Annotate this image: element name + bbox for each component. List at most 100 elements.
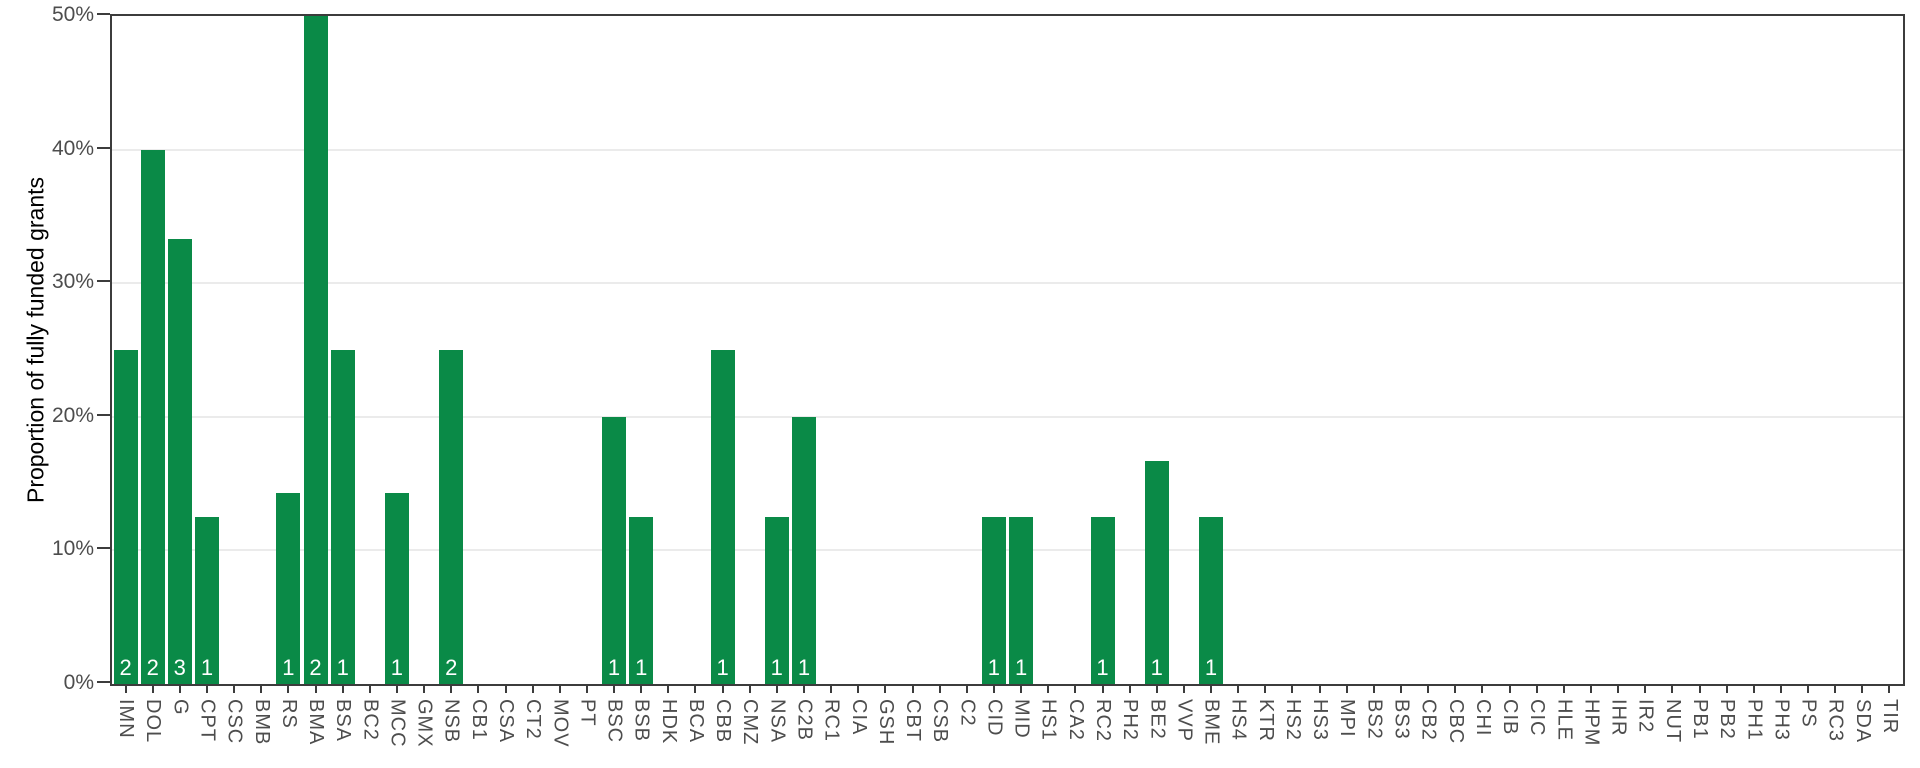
y-tick bbox=[97, 280, 110, 283]
bar-count-label: 3 bbox=[173, 655, 186, 680]
x-tick-label: RC1 bbox=[820, 699, 843, 743]
bar: 1 bbox=[1144, 460, 1169, 684]
x-tick-label: HLE bbox=[1553, 699, 1576, 741]
x-tick bbox=[1427, 684, 1430, 693]
x-tick bbox=[775, 684, 778, 693]
x-tick-label: CB2 bbox=[1417, 699, 1440, 741]
x-tick bbox=[1020, 684, 1023, 693]
x-tick-label: TIR bbox=[1878, 699, 1901, 735]
x-tick bbox=[992, 684, 995, 693]
x-tick-label: BC2 bbox=[359, 699, 382, 741]
x-tick-label: CIA bbox=[847, 699, 870, 736]
x-tick bbox=[1617, 684, 1620, 693]
x-tick-label: NSA bbox=[766, 699, 789, 744]
x-tick bbox=[1861, 684, 1864, 693]
bar: 1 bbox=[195, 517, 219, 684]
x-tick-label: G bbox=[169, 699, 192, 716]
x-tick bbox=[1725, 684, 1728, 693]
x-tick-label: MPI bbox=[1336, 699, 1359, 738]
x-tick-label: CSA bbox=[495, 699, 517, 744]
bar-count-label: 1 bbox=[716, 655, 729, 680]
x-tick-label: CA2 bbox=[1064, 699, 1087, 741]
bar-count-label: 1 bbox=[336, 655, 349, 680]
x-tick-label: HPM bbox=[1580, 699, 1603, 747]
x-tick bbox=[585, 684, 588, 693]
x-tick bbox=[178, 684, 181, 693]
x-tick bbox=[803, 684, 805, 693]
x-tick-label: PT bbox=[576, 699, 599, 727]
bar: 1 bbox=[792, 416, 816, 684]
x-tick bbox=[1888, 684, 1891, 693]
x-tick bbox=[1807, 684, 1809, 693]
bar: 1 bbox=[602, 416, 626, 684]
x-tick bbox=[1671, 684, 1674, 693]
gridline bbox=[112, 549, 1903, 552]
x-tick-label: NSB bbox=[440, 699, 463, 744]
x-tick-label: BE2 bbox=[1146, 699, 1169, 740]
bar: 1 bbox=[330, 350, 355, 684]
bar: 2 bbox=[140, 149, 165, 684]
x-tick bbox=[1589, 684, 1592, 693]
x-tick-label: CID bbox=[983, 699, 1006, 737]
x-tick bbox=[640, 684, 643, 693]
x-tick-label: CMZ bbox=[739, 699, 762, 746]
x-tick-label: HS2 bbox=[1281, 699, 1304, 741]
x-tick-label: CBC bbox=[1444, 699, 1467, 745]
x-tick bbox=[558, 684, 561, 693]
x-tick bbox=[1454, 684, 1457, 693]
x-tick bbox=[830, 684, 833, 693]
bar-count-label: 1 bbox=[1150, 655, 1163, 680]
x-tick bbox=[1562, 684, 1565, 693]
x-tick bbox=[857, 684, 860, 693]
x-tick bbox=[1400, 684, 1402, 693]
bar-count-label: 1 bbox=[390, 655, 404, 680]
x-tick bbox=[368, 684, 371, 693]
x-tick bbox=[1834, 684, 1837, 693]
x-tick-label: PS bbox=[1797, 699, 1820, 728]
y-tick bbox=[97, 413, 110, 416]
x-tick-label: RC3 bbox=[1824, 699, 1847, 743]
x-tick bbox=[151, 684, 154, 693]
x-tick-label: BS3 bbox=[1390, 699, 1413, 740]
bar-count-label: 1 bbox=[1204, 655, 1218, 680]
y-tick-label: 40% bbox=[51, 136, 94, 160]
x-tick bbox=[1182, 684, 1185, 693]
x-tick bbox=[1318, 684, 1321, 693]
x-tick-label: HS3 bbox=[1309, 699, 1332, 741]
x-tick-label: MCC bbox=[386, 699, 409, 748]
x-tick-label: BSB bbox=[630, 699, 653, 743]
x-tick bbox=[667, 684, 670, 693]
bar: 1 bbox=[629, 517, 654, 684]
x-tick-label: BS2 bbox=[1363, 699, 1386, 740]
x-tick bbox=[395, 684, 398, 693]
x-tick-label: MOV bbox=[549, 699, 572, 748]
bar-count-label: 1 bbox=[770, 655, 783, 680]
x-tick-label: CPT bbox=[196, 699, 219, 742]
bar: 1 bbox=[1090, 517, 1115, 684]
x-tick bbox=[1481, 684, 1484, 693]
x-tick-label: BMB bbox=[250, 699, 273, 746]
x-tick-label: HS4 bbox=[1227, 699, 1250, 741]
y-tick-label: 20% bbox=[51, 403, 94, 427]
gridline bbox=[112, 148, 1903, 151]
x-tick-label: CIB bbox=[1499, 699, 1521, 736]
x-tick bbox=[721, 684, 724, 693]
bar: 1 bbox=[276, 493, 301, 684]
bar-count-label: 2 bbox=[445, 655, 458, 680]
bar: 1 bbox=[1009, 517, 1034, 684]
x-tick bbox=[1752, 684, 1755, 693]
x-tick bbox=[1779, 684, 1782, 693]
x-tick-label: RC2 bbox=[1092, 699, 1114, 743]
bar: 1 bbox=[981, 517, 1006, 684]
x-tick-label: BME bbox=[1200, 699, 1223, 746]
x-tick bbox=[1345, 684, 1348, 693]
x-tick-label: PH3 bbox=[1770, 699, 1793, 741]
x-tick bbox=[1698, 684, 1701, 693]
x-tick-label: PB1 bbox=[1689, 699, 1711, 740]
y-tick-label: 50% bbox=[51, 3, 94, 26]
x-tick-label: RS bbox=[277, 699, 300, 729]
x-tick bbox=[694, 684, 697, 693]
bar-count-label: 2 bbox=[119, 655, 132, 680]
